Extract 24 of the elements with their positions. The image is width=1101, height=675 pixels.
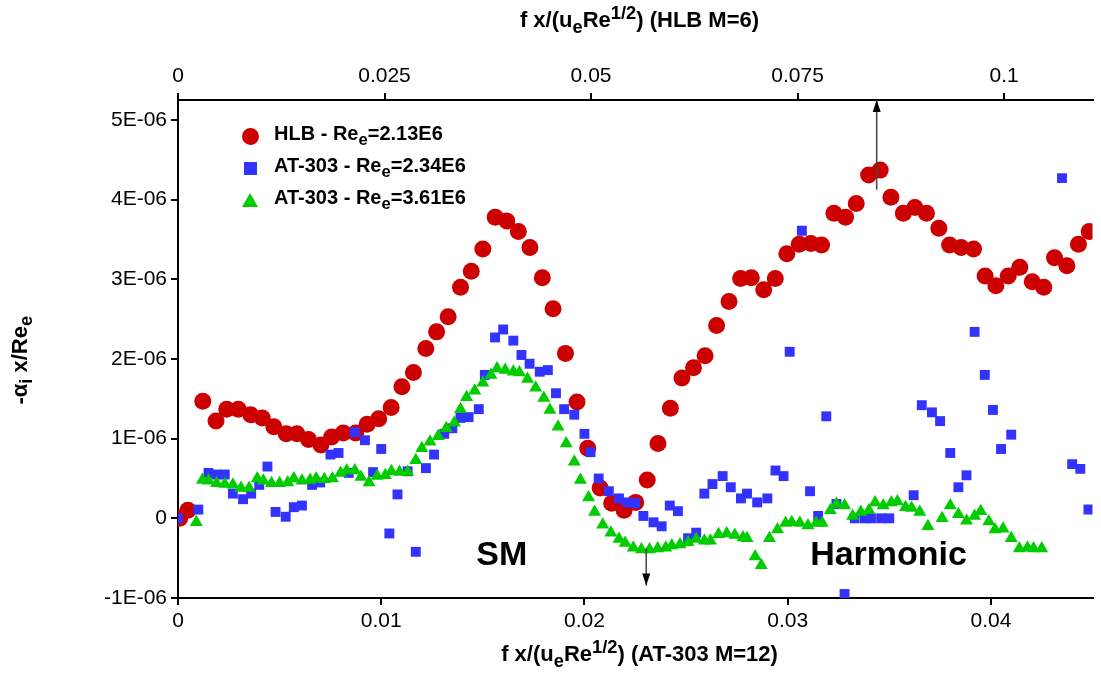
annotation: Harmonic xyxy=(810,534,967,573)
x2-tick-label: 0.075 xyxy=(771,63,824,87)
x-axis-title: f x/(u$_{e}$Re$^{1/2}$) (AT-303 M=12) xyxy=(500,636,779,672)
legend-label: HLB - Re$_{e}$=2.13E6 xyxy=(274,122,443,150)
legend-label: AT-303 - Re$_{e}$=3.61E6 xyxy=(274,186,466,214)
y-tick-label: 4E-06 xyxy=(110,186,167,210)
x2-tick-label: 0.05 xyxy=(570,63,612,87)
x2-tick-label: 0.1 xyxy=(989,63,1019,87)
legend-label: AT-303 - Re$_{e}$=2.34E6 xyxy=(274,154,466,182)
y-tick-label: -1E-06 xyxy=(103,584,167,608)
x-tick-label: 0.04 xyxy=(970,608,1012,632)
x-tick-label: 0.03 xyxy=(767,608,809,632)
y-tick-label: 1E-06 xyxy=(110,425,167,449)
y-tick-label: 0 xyxy=(155,505,167,529)
x-tick-label: 0.02 xyxy=(564,608,605,632)
x-tick-label: 0.01 xyxy=(360,608,402,632)
y-tick-label: 3E-06 xyxy=(110,266,167,290)
x2-tick-label: 0 xyxy=(172,63,184,87)
x2-tick-label: 0.025 xyxy=(358,63,411,87)
annotation: SM xyxy=(476,534,528,573)
y-tick-label: 5E-06 xyxy=(110,106,167,130)
y-tick-label: 2E-06 xyxy=(110,345,167,369)
x-tick-label: 0 xyxy=(172,608,184,632)
x2-axis-title: f x/(u$_{e}$Re$^{1/2}$) (HLB M=6) xyxy=(518,2,761,38)
